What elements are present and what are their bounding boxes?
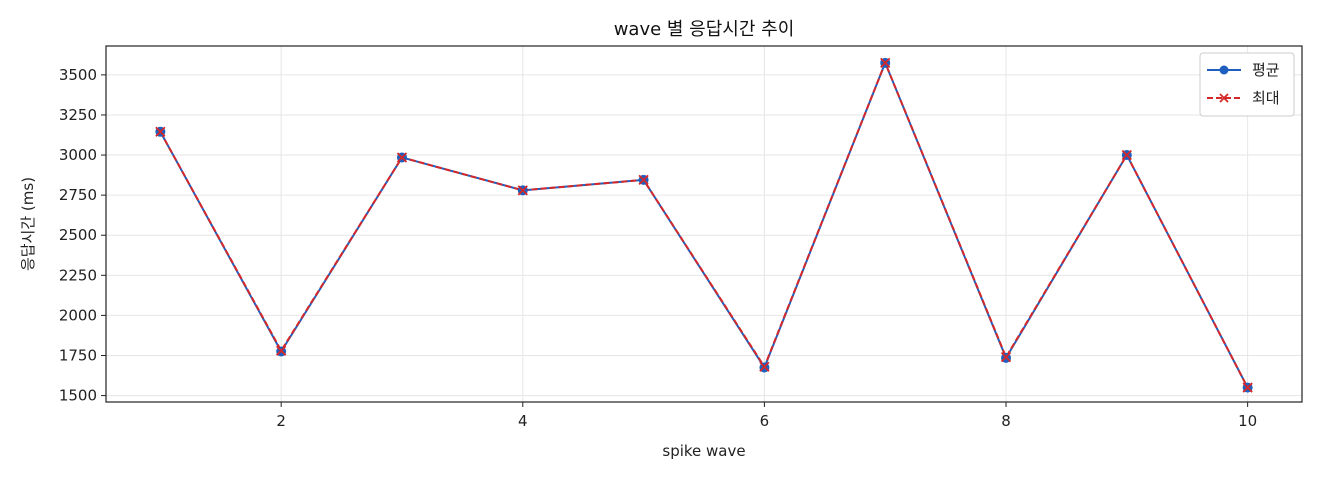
y-tick-label: 2000 xyxy=(59,306,97,324)
x-tick-label: 2 xyxy=(276,412,286,430)
x-tick-label: 10 xyxy=(1238,412,1257,430)
data-point-max xyxy=(759,361,770,372)
y-tick-label: 3250 xyxy=(59,106,97,124)
data-point-max xyxy=(880,57,891,68)
data-point-max xyxy=(396,152,408,163)
y-tick-label: 2750 xyxy=(59,186,97,204)
y-tick-label: 2500 xyxy=(59,226,97,244)
legend-box xyxy=(1199,52,1295,117)
series-line-1 xyxy=(159,61,1249,389)
legend-marker-max xyxy=(1219,93,1229,103)
legend-label-average: 평균 xyxy=(1252,61,1280,79)
plot-frame xyxy=(105,45,1303,403)
chart-title: wave 별 응답시간 추이 xyxy=(614,19,795,40)
y-tick-label: 1500 xyxy=(59,387,97,405)
y-axis-ticks: 1500 1750 2000 2250 2500 2750 3000 3250 3500 xyxy=(59,66,106,405)
data-point-max xyxy=(155,126,166,137)
y-tick-label: 1750 xyxy=(59,346,97,364)
legend-marker-average xyxy=(1219,65,1229,75)
x-tick-label: 6 xyxy=(760,412,770,430)
y-tick-label: 2250 xyxy=(59,266,97,284)
data-point-max xyxy=(517,185,528,196)
legend-label-max: 최대 xyxy=(1252,89,1280,107)
y-tick-label: 3500 xyxy=(59,66,97,84)
data-point-max xyxy=(1242,382,1253,393)
y-tick-label: 3000 xyxy=(59,146,97,164)
x-tick-label: 4 xyxy=(518,412,528,430)
grid-lines xyxy=(106,46,1302,402)
data-point-max xyxy=(1000,351,1012,363)
y-axis-label: 응답시간 (ms) xyxy=(19,177,37,271)
data-point-max xyxy=(1121,149,1132,161)
x-axis-ticks: 2 4 6 8 10 xyxy=(276,402,1257,430)
data-point-max xyxy=(276,345,287,356)
legend: 평균 최대 xyxy=(1199,52,1295,117)
series-layer xyxy=(155,57,1253,393)
x-tick-label: 8 xyxy=(1001,412,1011,430)
x-axis-label: spike wave xyxy=(662,442,745,460)
data-point-max xyxy=(638,174,649,186)
